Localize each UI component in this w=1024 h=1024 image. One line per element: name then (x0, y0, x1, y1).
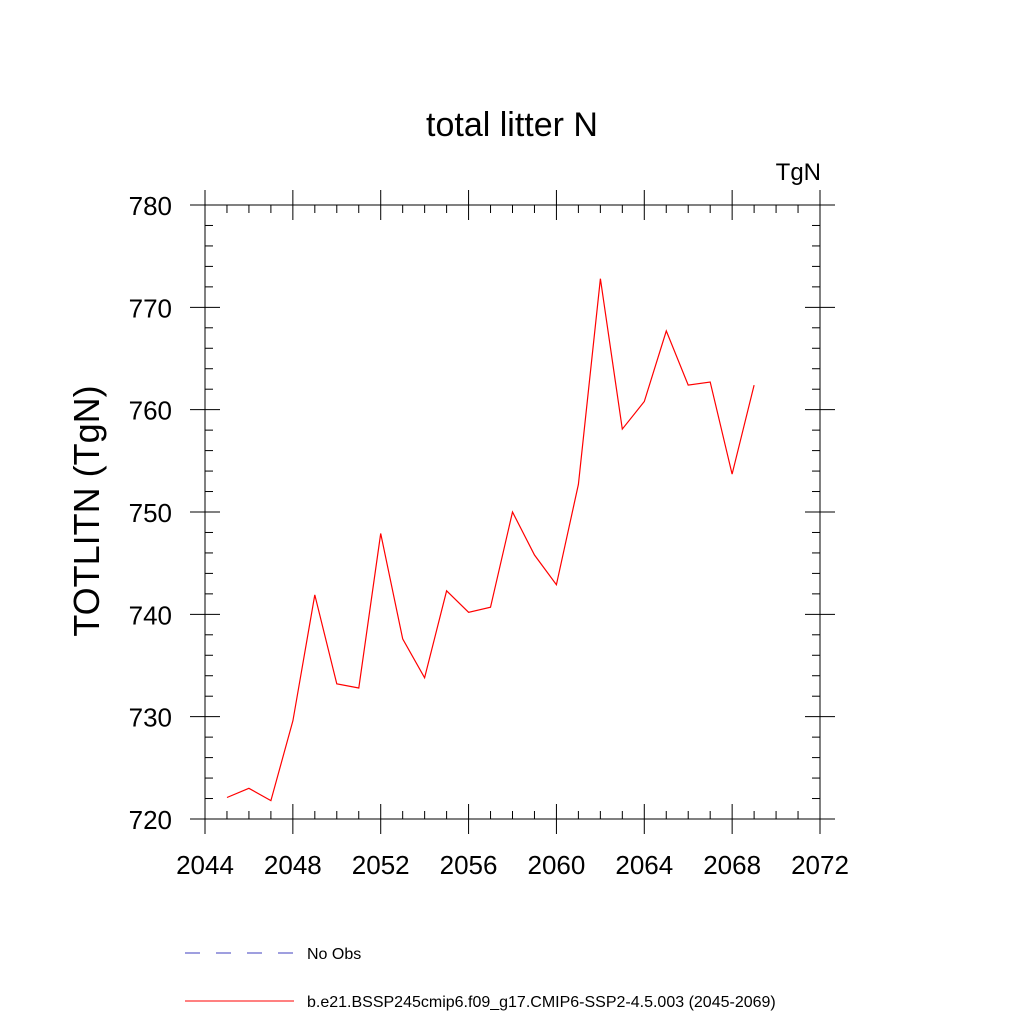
y-axis-label: TOTLITN (TgN) (66, 385, 107, 636)
x-tick-label: 2052 (352, 850, 410, 880)
x-tick-label: 2068 (703, 850, 761, 880)
plot-frame (204, 204, 821, 820)
chart-title: total litter N (426, 106, 598, 144)
x-tick-label: 2060 (528, 850, 586, 880)
y-tick-labels: 720 730 740 750 760 770 780 (129, 191, 172, 835)
y-tick-label: 730 (129, 703, 172, 733)
y-tick-label: 720 (129, 805, 172, 835)
y-tick-label: 750 (129, 498, 172, 528)
series-line (226, 278, 755, 802)
x-tick-label: 2072 (791, 850, 849, 880)
x-tick-label: 2064 (615, 850, 673, 880)
x-tick-label: 2048 (264, 850, 322, 880)
y-tick-label: 740 (129, 600, 172, 630)
legend-label: b.e21.BSSP245cmip6.f09_g17.CMIP6-SSP2-4.… (307, 994, 776, 1011)
legend-label: No Obs (307, 946, 361, 963)
y-tick-label: 760 (129, 396, 172, 426)
y-tick-label: 770 (129, 293, 172, 323)
series-layer (226, 278, 755, 802)
legend: No Obs b.e21.BSSP245cmip6.f09_g17.CMIP6-S… (185, 946, 776, 1011)
y-tick-label: 780 (129, 191, 172, 221)
units-label: TgN (776, 159, 821, 186)
x-tick-label: 2056 (440, 850, 498, 880)
x-tick-label: 2044 (176, 850, 234, 880)
x-tick-labels: 2044 2048 2052 2056 2060 2064 2068 2072 (176, 850, 849, 880)
